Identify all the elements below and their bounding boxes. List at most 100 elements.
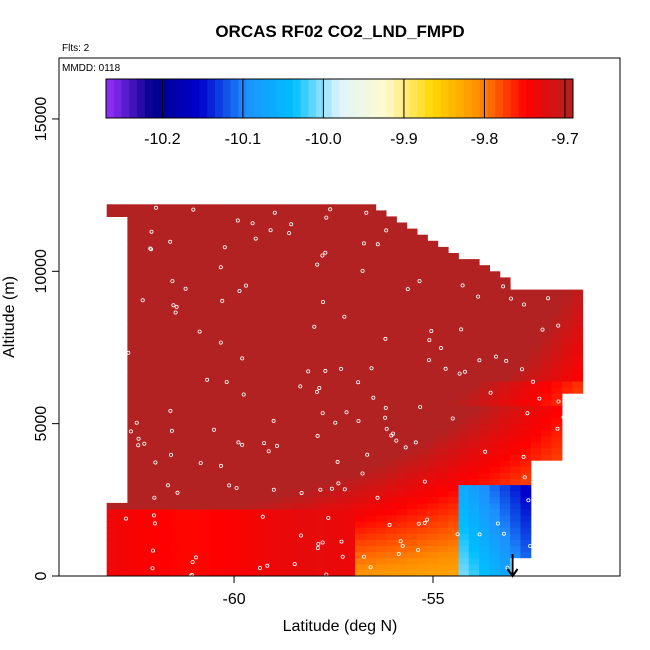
heatmap-cell	[179, 338, 190, 345]
heatmap-cell	[272, 551, 284, 559]
heatmap-cell	[168, 515, 180, 522]
heatmap-cell	[396, 387, 408, 394]
heatmap-cell	[427, 283, 439, 291]
heatmap-cell	[179, 240, 190, 248]
heatmap-cell	[499, 557, 511, 565]
heatmap-cell	[127, 484, 139, 492]
heatmap-cell	[137, 454, 149, 461]
heatmap-cell	[292, 423, 304, 431]
heatmap-cell	[241, 569, 252, 577]
heatmap-cell	[241, 527, 252, 534]
flights-note: Flts: 2	[62, 43, 90, 54]
heatmap-cell	[168, 417, 180, 425]
heatmap-cell	[230, 228, 242, 236]
heatmap-cell	[427, 509, 439, 516]
heatmap-cell	[251, 240, 263, 248]
heatmap-cell	[375, 314, 387, 321]
heatmap-cell	[230, 234, 242, 242]
heatmap-cell	[417, 502, 428, 510]
heatmap-cell	[324, 509, 335, 516]
track-point	[315, 433, 320, 438]
heatmap-cell	[355, 350, 366, 358]
heatmap-cell	[230, 521, 242, 528]
heatmap-cell	[499, 307, 511, 315]
heatmap-cell	[158, 234, 170, 242]
heatmap-cell	[334, 405, 346, 412]
heatmap-cell	[251, 344, 263, 351]
heatmap-cell	[499, 454, 511, 461]
heatmap-cell	[313, 466, 325, 473]
colorbar-swatch	[456, 79, 465, 118]
heatmap-cell	[437, 320, 449, 327]
heatmap-cell	[437, 569, 449, 577]
heatmap-cell	[313, 314, 325, 321]
heatmap-cell	[406, 545, 418, 553]
colorbar-swatch	[487, 79, 496, 118]
heatmap-cell	[168, 344, 180, 351]
heatmap-cell	[375, 448, 387, 455]
heatmap-cell	[417, 448, 428, 455]
heatmap-cell	[427, 301, 439, 309]
heatmap-cell	[303, 454, 315, 461]
track-point	[476, 294, 481, 299]
heatmap-cell	[355, 265, 366, 272]
heatmap-cell	[210, 216, 221, 223]
track-point	[250, 221, 255, 226]
heatmap-cell	[313, 381, 325, 388]
heatmap-cell	[210, 307, 221, 315]
heatmap-cell	[261, 393, 273, 400]
track-point	[384, 228, 389, 233]
heatmap-cell	[303, 307, 315, 315]
heatmap-cell	[344, 454, 356, 461]
heatmap-cell	[396, 368, 408, 376]
heatmap-cell	[541, 454, 552, 461]
heatmap-cell	[251, 478, 263, 486]
heatmap-cell	[168, 246, 180, 254]
heatmap-cell	[168, 539, 180, 546]
heatmap-cell	[179, 399, 190, 406]
heatmap-cell	[406, 448, 418, 455]
heatmap-cell	[468, 295, 480, 303]
heatmap-cell	[355, 411, 366, 419]
heatmap-cell	[189, 362, 201, 370]
heatmap-cell	[355, 228, 366, 236]
heatmap-cell	[230, 368, 242, 376]
heatmap-cell	[448, 509, 459, 516]
heatmap-cell	[468, 545, 480, 553]
heatmap-cell	[375, 295, 387, 303]
heatmap-cell	[220, 393, 232, 400]
heatmap-cell	[468, 429, 480, 437]
heatmap-cell	[324, 441, 335, 449]
heatmap-cell	[417, 332, 428, 339]
heatmap-cell	[365, 435, 377, 443]
heatmap-cell	[334, 259, 346, 266]
heatmap-cell	[137, 472, 149, 479]
heatmap-cell	[572, 374, 584, 382]
heatmap-cell	[561, 387, 573, 394]
heatmap-cell	[365, 246, 377, 254]
heatmap-cell	[396, 472, 408, 479]
heatmap-cell	[261, 490, 273, 498]
heatmap-cell	[344, 411, 356, 419]
heatmap-cell	[282, 362, 294, 370]
heatmap-cell	[179, 435, 190, 443]
heatmap-cell	[179, 344, 190, 351]
heatmap-cell	[427, 374, 439, 382]
heatmap-cell	[396, 246, 408, 254]
track-point	[234, 485, 239, 490]
heatmap-cell	[261, 314, 273, 321]
heatmap-cell	[334, 502, 346, 510]
heatmap-cell	[572, 350, 584, 358]
heatmap-cell	[437, 374, 449, 382]
heatmap-cell	[127, 338, 139, 345]
heatmap-cell	[334, 381, 346, 388]
heatmap-cell	[479, 472, 490, 479]
track-point	[384, 426, 389, 431]
heatmap-cell	[127, 277, 139, 284]
heatmap-cell	[334, 533, 346, 540]
heatmap-cell	[137, 460, 149, 467]
heatmap-cell	[344, 441, 356, 449]
heatmap-cell	[292, 411, 304, 419]
heatmap-cell	[479, 441, 490, 449]
track-point	[198, 460, 203, 465]
